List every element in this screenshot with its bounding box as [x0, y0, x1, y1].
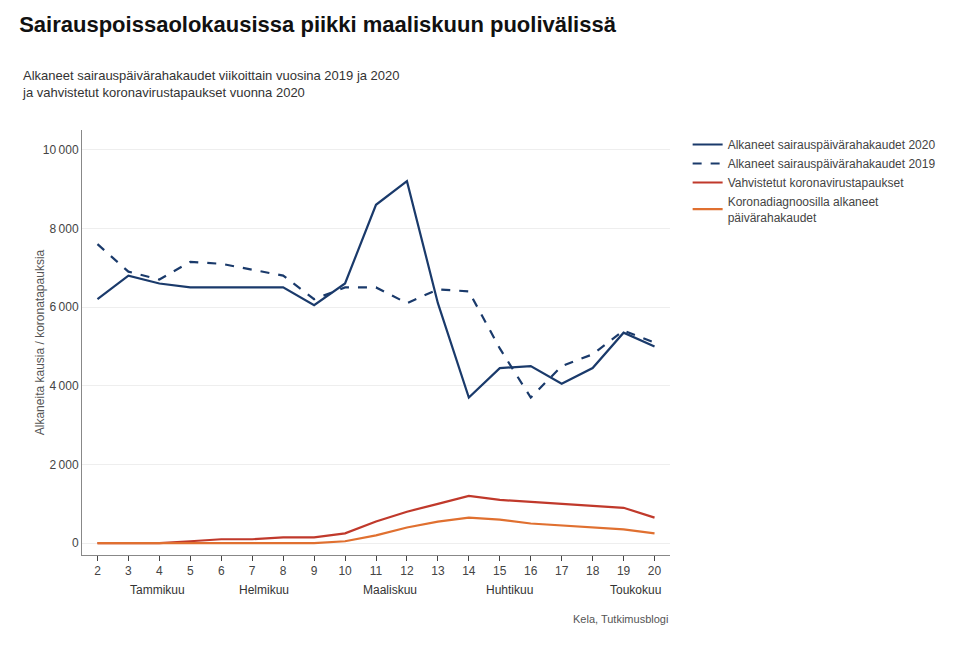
svg-text:13: 13 [431, 564, 445, 578]
svg-text:Koronadiagnoosilla alkaneetpäi: Koronadiagnoosilla alkaneetpäivärahakaud… [728, 195, 879, 225]
svg-text:Kela, Tutkimusblogi: Kela, Tutkimusblogi [573, 613, 668, 625]
svg-text:8 000: 8 000 [49, 222, 78, 236]
svg-text:Toukokuu: Toukokuu [610, 583, 661, 597]
svg-text:8: 8 [280, 564, 287, 578]
svg-text:17: 17 [555, 564, 569, 578]
svg-text:3: 3 [125, 564, 132, 578]
svg-text:12: 12 [400, 564, 414, 578]
svg-text:Maaliskuu: Maaliskuu [363, 583, 417, 597]
svg-text:2: 2 [94, 564, 101, 578]
svg-text:9: 9 [311, 564, 318, 578]
svg-text:Sairauspoissaolokausissa piikk: Sairauspoissaolokausissa piikki maalisku… [19, 12, 616, 37]
svg-text:Helmikuu: Helmikuu [239, 583, 289, 597]
svg-text:10: 10 [338, 564, 352, 578]
svg-text:Vahvistetut koronavirustapauks: Vahvistetut koronavirustapaukset [728, 176, 905, 190]
svg-text:Alkaneet sairauspäivärahakaude: Alkaneet sairauspäivärahakaudet 2020 [728, 138, 936, 152]
svg-text:Alkaneet sairauspäivärahakaude: Alkaneet sairauspäivärahakaudet 2019 [728, 157, 936, 171]
svg-text:7: 7 [249, 564, 256, 578]
svg-text:Alkaneita kausia / koronatapau: Alkaneita kausia / koronatapauksia [33, 249, 47, 435]
svg-text:10 000: 10 000 [43, 143, 79, 157]
svg-text:6 000: 6 000 [49, 300, 78, 314]
svg-text:Tammikuu: Tammikuu [130, 583, 185, 597]
svg-text:18: 18 [586, 564, 600, 578]
svg-text:16: 16 [524, 564, 538, 578]
svg-text:11: 11 [370, 564, 383, 578]
svg-text:4: 4 [156, 564, 163, 578]
svg-text:15: 15 [493, 564, 507, 578]
svg-text:0: 0 [72, 536, 79, 550]
svg-text:4 000: 4 000 [49, 379, 78, 393]
svg-text:Alkaneet sairauspäivärahakaude: Alkaneet sairauspäivärahakaudet viikoitt… [22, 68, 400, 100]
svg-text:5: 5 [187, 564, 194, 578]
svg-text:6: 6 [218, 564, 225, 578]
svg-text:19: 19 [617, 564, 631, 578]
svg-text:Huhtikuu: Huhtikuu [486, 583, 533, 597]
svg-text:14: 14 [462, 564, 476, 578]
svg-text:20: 20 [648, 564, 662, 578]
svg-text:2 000: 2 000 [49, 458, 78, 472]
